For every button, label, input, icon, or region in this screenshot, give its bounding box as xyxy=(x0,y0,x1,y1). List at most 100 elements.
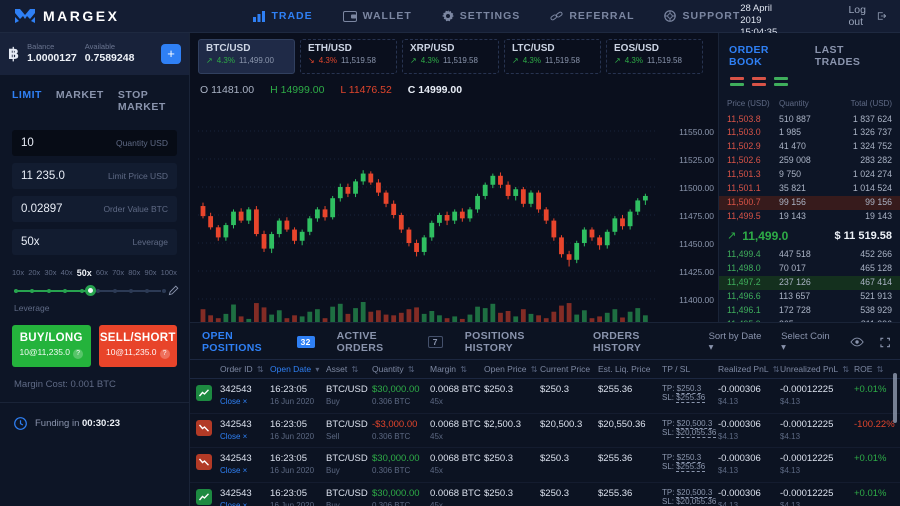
col-header-unrealized-pnl[interactable]: Unrealized PnL ⇅ xyxy=(780,364,850,374)
orderbook-bid-row[interactable]: 11,497.2 237 126 467 414 xyxy=(719,275,900,290)
order-field-order-value-btc[interactable]: 0.02897 Order Value BTC xyxy=(12,196,177,222)
tab-positions-history[interactable]: POSITIONS HISTORY xyxy=(464,330,525,354)
funding-text: Funding in 00:30:23 xyxy=(35,418,121,429)
col-header-roe[interactable]: ROE ⇅ xyxy=(854,364,884,374)
orderbook-ask-row[interactable]: 11,503.8 510 887 1 837 624 xyxy=(719,112,900,126)
tab-limit[interactable]: LIMIT xyxy=(12,89,42,101)
sl-link[interactable]: SL: $20,055.36 xyxy=(662,496,717,506)
col-header-open-date[interactable]: Open Date ▾ xyxy=(270,364,320,374)
sl-link[interactable]: SL: $255.36 xyxy=(662,462,706,472)
ticker-tab-btc-usd[interactable]: BTC/USD ↗ 4.3% 11,499.00 xyxy=(198,39,295,74)
view-mode-both-icon[interactable] xyxy=(729,76,745,87)
tp-link[interactable]: TP: $20,500.3 xyxy=(662,487,713,497)
orderbook-ask-row[interactable]: 11,503.0 1 985 1 326 737 xyxy=(719,126,900,140)
orderbook-bid-row[interactable]: 11,498.0 70 017 465 128 xyxy=(719,262,900,276)
orderbook-ask-row[interactable]: 11,501.3 9 750 1 024 274 xyxy=(719,168,900,182)
leverage-step-30x[interactable]: 30x xyxy=(44,268,57,277)
col-header-quantity[interactable]: Quantity ⇅ xyxy=(372,364,415,374)
sell-short-button[interactable]: SELL/SHORT 10@11,235.0? xyxy=(98,325,178,367)
orderbook-bid-row[interactable]: 11,496.1 172 728 538 929 xyxy=(719,304,900,318)
nav-item-support[interactable]: SUPPORT xyxy=(664,10,740,22)
sell-short-subtitle: 10@11,235.0? xyxy=(99,347,178,359)
buy-long-button[interactable]: BUY/LONG 10@11,235.0? xyxy=(12,325,91,367)
nav-item-referral[interactable]: REFERRAL xyxy=(550,10,634,22)
order-field-leverage[interactable]: 50x Leverage xyxy=(12,229,177,255)
sl-link[interactable]: SL: $20,055.36 xyxy=(662,427,717,437)
leverage-step-40x[interactable]: 40x xyxy=(60,268,73,277)
margex-logo[interactable]: MARGEX xyxy=(0,8,133,24)
col-header-realized-pnl[interactable]: Realized PnL ⇅ xyxy=(718,364,780,374)
server-time: Server time: 28 April 2019 15:04:35 xyxy=(740,0,794,39)
sub-line[interactable]: Close × xyxy=(220,431,248,441)
leverage-step-10x[interactable]: 10x xyxy=(12,268,25,277)
tab-stop-market[interactable]: STOP MARKET xyxy=(117,89,166,113)
sub-line: Buy xyxy=(326,500,340,506)
edit-pencil-icon[interactable] xyxy=(168,285,179,296)
leverage-step-20x[interactable]: 20x xyxy=(28,268,41,277)
ticker-tab-eth-usd[interactable]: ETH/USD ↘ 4.3% 11,519.58 xyxy=(300,39,397,74)
value-line: $250.3 xyxy=(484,453,514,465)
orderbook-bid-row[interactable]: 11,499.4 447 518 452 266 xyxy=(719,248,900,262)
ticker-tab-ltc-usd[interactable]: LTC/USD ↗ 4.3% 11,519.58 xyxy=(504,39,601,74)
view-mode-asks-icon[interactable] xyxy=(751,76,767,87)
position-row[interactable]: 342543 Close × 16:23:05 16 Jun 2020 BTC/USD S… xyxy=(190,414,900,449)
margin-cell: 0.0068 BTC 45x xyxy=(430,419,484,443)
orderbook-ask-row[interactable]: 11,499.5 19 143 19 143 xyxy=(719,210,900,224)
tab-active-orders[interactable]: ACTIVE ORDERS 7 xyxy=(337,330,443,354)
leverage-slider[interactable] xyxy=(14,285,179,297)
orderbook-bid-row[interactable]: 11,496.6 113 657 521 913 xyxy=(719,290,900,304)
chevron-down-icon: ▾ xyxy=(708,342,714,353)
sub-line[interactable]: Close × xyxy=(220,466,248,476)
sub-line[interactable]: Close × xyxy=(220,500,248,506)
add-funds-button[interactable]: + xyxy=(161,44,181,64)
order-entry-sidebar: ฿ Balance 1.0000127 Available 0.7589248 … xyxy=(0,33,190,506)
orderbook-ask-row[interactable]: 11,501.1 35 821 1 014 524 xyxy=(719,182,900,196)
tab-last-trades[interactable]: LAST TRADES xyxy=(814,44,861,68)
sub-line: 16 Jun 2020 xyxy=(270,500,315,506)
nav-item-wallet[interactable]: WALLET xyxy=(342,10,412,22)
ticker-tab-eos-usd[interactable]: EOS/USD ↗ 4.3% 11,519.58 xyxy=(606,39,703,74)
sub-line[interactable]: Close × xyxy=(220,397,248,407)
sl-link[interactable]: SL: $255.36 xyxy=(662,393,706,402)
nav-item-trade[interactable]: TRADE xyxy=(253,10,312,22)
order-field-limit-price-usd[interactable]: 11 235.0 Limit Price USD xyxy=(12,163,177,189)
orderbook-ask-row[interactable]: 11,502.9 41 470 1 324 752 xyxy=(719,140,900,154)
col-header-order-id[interactable]: Order ID ⇅ xyxy=(220,364,264,374)
leverage-step-70x[interactable]: 70x xyxy=(112,268,125,277)
col-header-asset[interactable]: Asset ⇅ xyxy=(326,364,359,374)
leverage-step-80x[interactable]: 80x xyxy=(128,268,141,277)
tp-link[interactable]: TP: $250.3 xyxy=(662,453,702,463)
tab-orders-history[interactable]: ORDERS HISTORY xyxy=(592,330,642,354)
tp-link[interactable]: TP: $20,500.3 xyxy=(662,418,713,428)
position-row[interactable]: 342543 Close × 16:23:05 16 Jun 2020 BTC/USD B… xyxy=(190,483,900,506)
position-row[interactable]: 342543 Close × 16:23:05 16 Jun 2020 BTC/USD B… xyxy=(190,379,900,414)
sub-line: 45x xyxy=(430,500,443,506)
leverage-handle[interactable] xyxy=(84,285,96,296)
sort-icon: ⇅ xyxy=(405,365,415,374)
view-mode-bids-icon[interactable] xyxy=(773,76,789,87)
expand-icon[interactable] xyxy=(880,337,890,348)
vertical-scrollbar[interactable] xyxy=(893,373,897,423)
position-row[interactable]: 342543 Close × 16:23:05 16 Jun 2020 BTC/USD B… xyxy=(190,448,900,483)
sub-line: 45x xyxy=(430,397,443,407)
eye-icon[interactable] xyxy=(849,337,864,347)
tab-open-positions[interactable]: OPEN POSITIONS 32 xyxy=(202,330,315,354)
nav-item-settings[interactable]: SETTINGS xyxy=(441,10,521,22)
tp-link[interactable]: TP: $250.3 xyxy=(662,384,702,393)
leverage-step-50x[interactable]: 50x xyxy=(76,268,92,278)
orderbook-ask-row[interactable]: 11,500.7 99 156 99 156 xyxy=(719,195,900,210)
select-coin-dropdown[interactable]: Select Coin ▾ xyxy=(781,331,830,353)
leverage-step-100x[interactable]: 100x xyxy=(160,268,177,277)
orderbook-ask-row[interactable]: 11,502.6 259 008 283 282 xyxy=(719,154,900,168)
leverage-step-90x[interactable]: 90x xyxy=(144,268,157,277)
order-field-quantity-usd[interactable]: 10 Quantity USD xyxy=(12,130,177,156)
logout-button[interactable]: Log out xyxy=(834,4,900,28)
col-header-margin[interactable]: Margin ⇅ xyxy=(430,364,467,374)
col-header-open-price[interactable]: Open Price ⇅ xyxy=(484,364,538,374)
chart-canvas[interactable] xyxy=(198,129,656,331)
leverage-step-60x[interactable]: 60x xyxy=(95,268,108,277)
tab-market[interactable]: MARKET xyxy=(55,89,104,101)
tab-order-book[interactable]: ORDER BOOK xyxy=(729,44,769,68)
ticker-tab-xrp-usd[interactable]: XRP/USD ↗ 4.3% 11,519.58 xyxy=(402,39,499,74)
sort-by-dropdown[interactable]: Sort by Date ▾ xyxy=(708,331,762,353)
